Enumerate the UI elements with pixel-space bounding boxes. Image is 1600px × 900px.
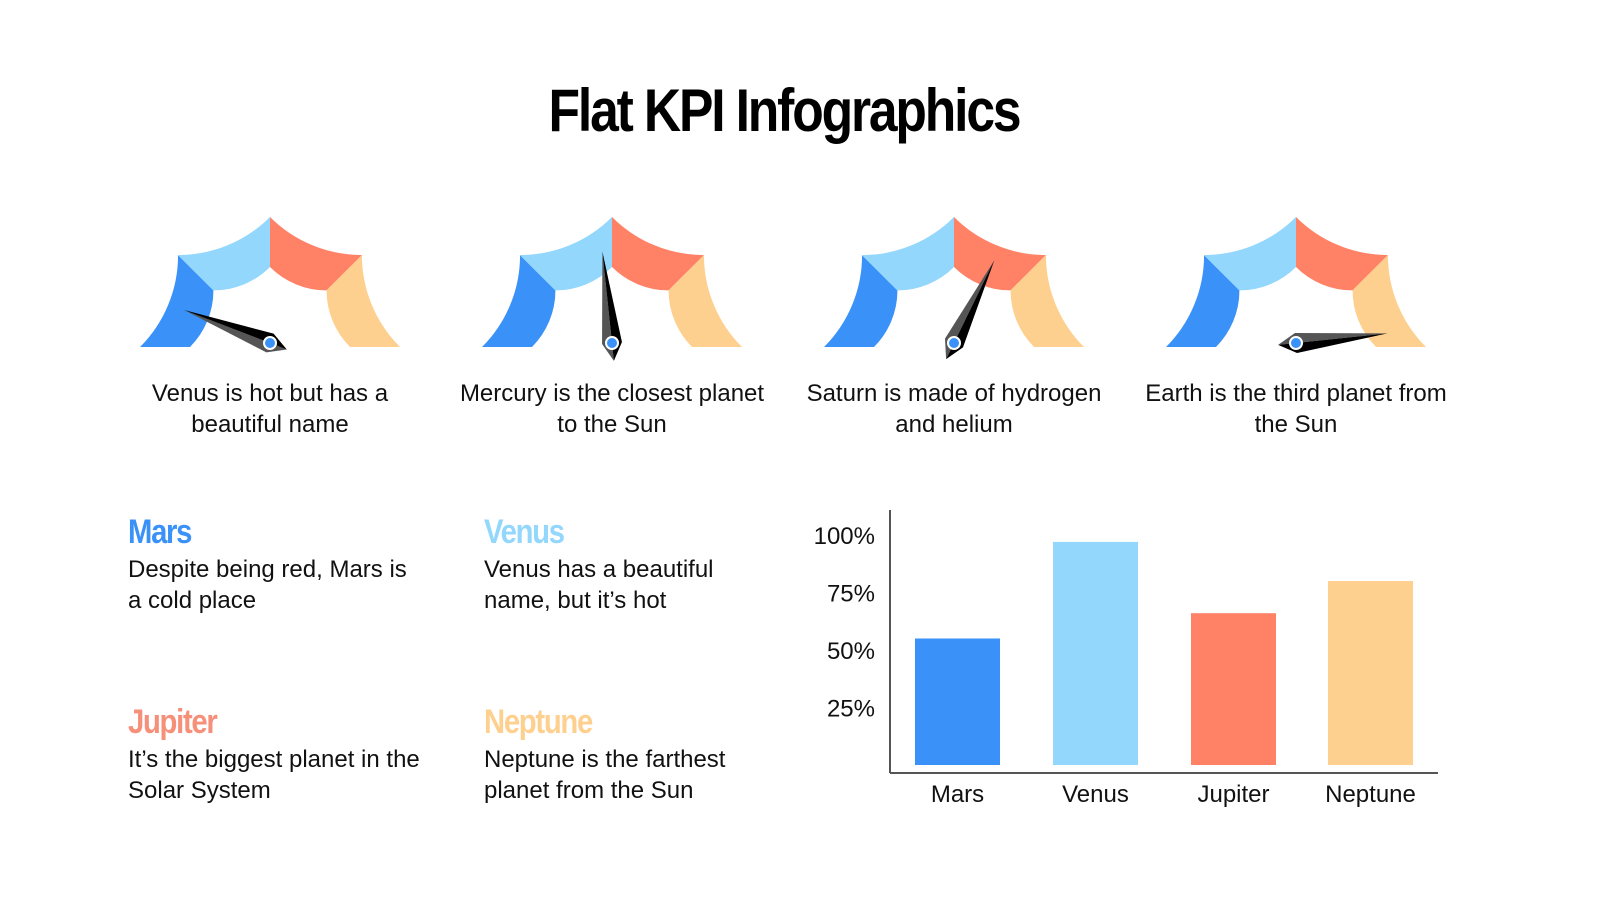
bar-chart: 100% 75% 50% 25% Mars Venus Jupiter Neptune: [800, 505, 1460, 825]
gauge-segment: [612, 217, 704, 291]
y-tick-label: 100%: [814, 523, 875, 550]
planet-description: Neptune is the farthest planet from the …: [484, 746, 726, 804]
gauge-segment: [1010, 255, 1084, 347]
gauge-pivot: [605, 336, 619, 350]
gauge-saturn: [814, 205, 1094, 365]
gauge-segment: [520, 217, 612, 291]
gauge-needle: [602, 251, 622, 361]
gauge-dial-icon: [482, 217, 742, 361]
planet-description: It’s the biggest planet in the Solar Sys…: [128, 746, 420, 804]
planet-name: Venus: [484, 513, 565, 551]
gauge-segment: [668, 255, 742, 347]
planet-card-venus: Venus Venus has a beautiful name, but it…: [484, 512, 804, 616]
gauge-mercury: [472, 205, 752, 365]
gauge-segment: [270, 217, 362, 291]
planet-card-mars: Mars Despite being red, Mars is a cold p…: [128, 512, 448, 616]
gauge-venus: [130, 205, 410, 365]
planet-name: Neptune: [484, 703, 593, 741]
gauge-pivot: [1289, 336, 1303, 350]
gauge-needle: [1278, 333, 1388, 353]
gauge-segment: [1166, 255, 1240, 347]
gauge-segment: [1204, 217, 1296, 291]
gauge-segment: [140, 255, 214, 347]
gauge-segment: [482, 255, 556, 347]
x-tick-label: Jupiter: [1197, 781, 1269, 808]
bar-neptune: [1328, 581, 1413, 765]
gauge-needle: [184, 310, 287, 353]
planet-name: Mars: [128, 513, 192, 551]
bar-mars: [915, 638, 1000, 765]
planet-description: Despite being red, Mars is a cold place: [128, 556, 407, 614]
y-tick-label: 50%: [827, 638, 875, 665]
gauge-caption: Venus is hot but has a beautiful name: [151, 380, 389, 438]
x-tick-label: Venus: [1062, 781, 1129, 808]
gauge-segment: [862, 217, 954, 291]
gauge-dial-icon: [824, 217, 1084, 360]
x-tick-label: Mars: [931, 781, 984, 808]
gauge-needle: [602, 251, 614, 361]
gauge-segment: [178, 217, 270, 291]
x-tick-label: Neptune: [1325, 781, 1416, 808]
planet-card-neptune: Neptune Neptune is the farthest planet f…: [484, 702, 804, 806]
gauge-pivot: [947, 336, 961, 350]
gauge-caption: Saturn is made of hydrogen and helium: [806, 380, 1102, 438]
gauge-needle: [946, 260, 995, 360]
gauge-needle: [1278, 333, 1388, 345]
page-title: Flat KPI Infographics: [548, 77, 1022, 144]
gauge-segment: [1352, 255, 1426, 347]
bar-venus: [1053, 541, 1138, 765]
gauge-segment: [954, 217, 1046, 291]
y-tick-label: 75%: [827, 581, 875, 608]
gauge-dial-icon: [140, 217, 400, 353]
gauge-segment: [326, 255, 400, 347]
gauge-caption: Earth is the third planet from the Sun: [1145, 380, 1447, 438]
gauge-segment: [1296, 217, 1388, 291]
planet-card-jupiter: Jupiter It’s the biggest planet in the S…: [128, 702, 448, 806]
gauge-dial-icon: [1166, 217, 1426, 353]
bar-jupiter: [1191, 613, 1276, 765]
y-tick-label: 25%: [827, 696, 875, 723]
gauge-earth: [1156, 205, 1436, 365]
gauge-segment: [824, 255, 898, 347]
gauge-caption: Mercury is the closest planet to the Sun: [459, 380, 765, 438]
gauge-needle: [945, 260, 995, 360]
planet-description: Venus has a beautiful name, but it’s hot: [484, 556, 714, 614]
planet-name: Jupiter: [128, 703, 218, 741]
bar-chart-plot: 100% 75% 50% 25% Mars Venus Jupiter Neptune: [814, 510, 1438, 808]
gauge-pivot: [263, 336, 277, 350]
